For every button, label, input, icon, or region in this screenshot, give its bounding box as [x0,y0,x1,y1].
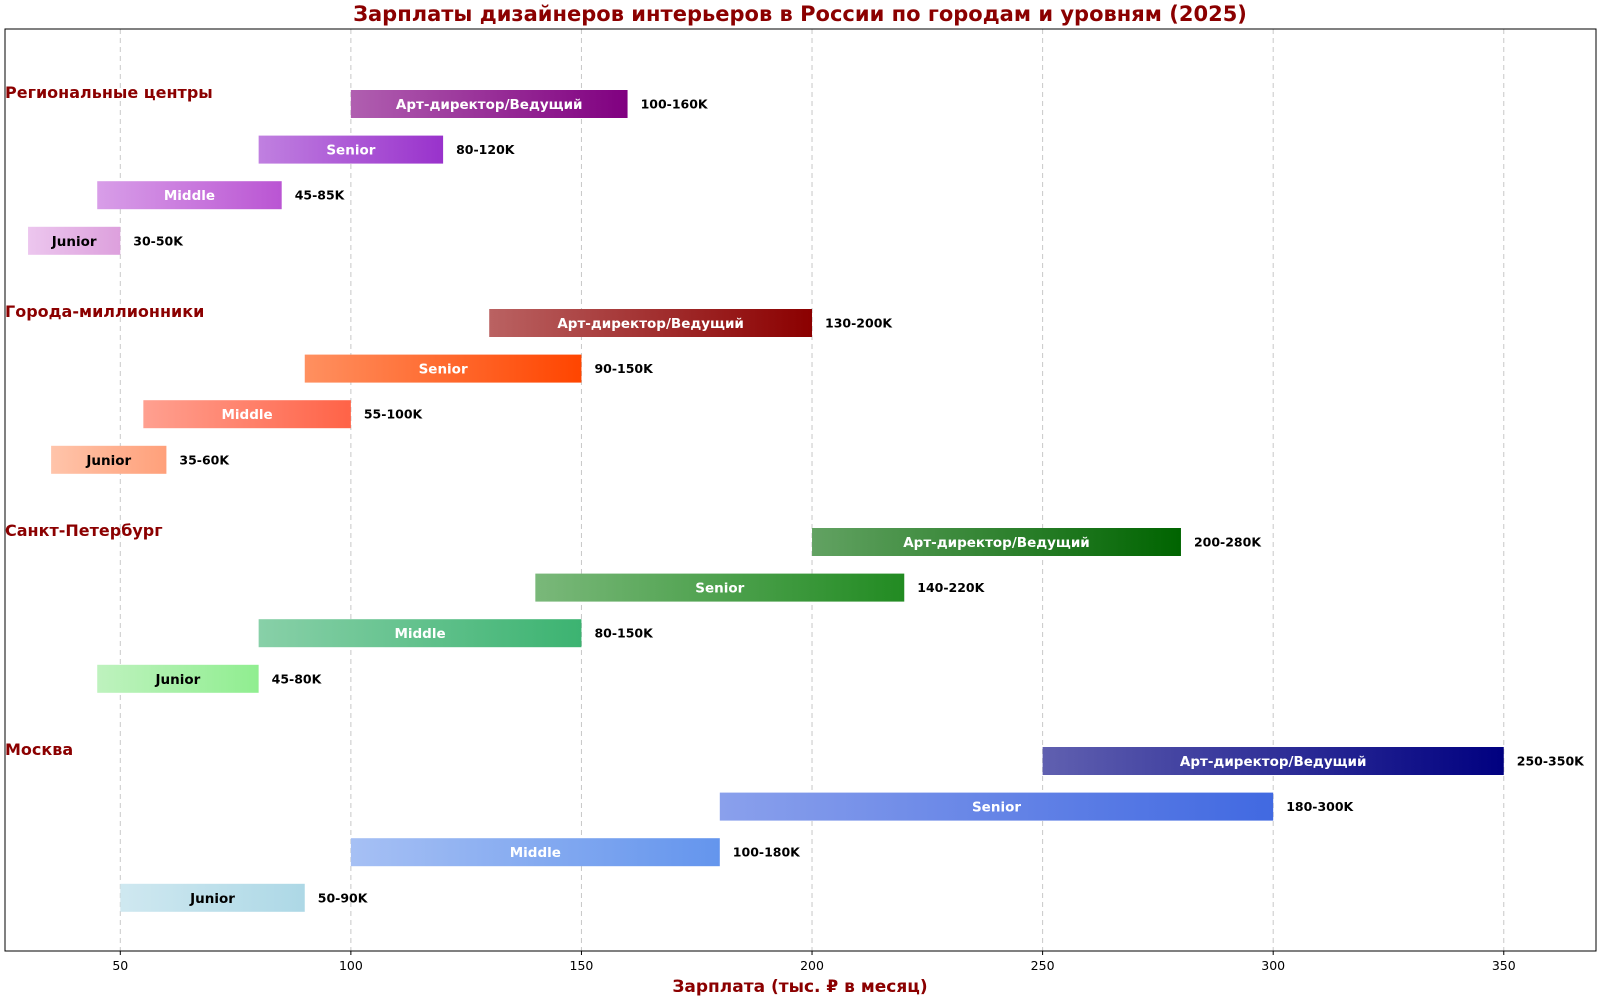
x-tick-label: 150 [570,958,594,973]
x-axis-label: Зарплата (тыс. ₽ в месяц) [672,977,927,997]
bar-level-label: Junior [155,672,201,688]
bar-value-label: 100-160K [641,97,709,112]
group-label: Города-миллионники [5,302,204,321]
grid-lines [119,29,1505,951]
group-label: Санкт-Петербург [5,521,163,540]
bar-value-label: 55-100K [364,407,424,422]
bar-level-label: Middle [510,845,561,861]
bar-level-label: Арт-директор/Ведущий [1180,754,1367,770]
bar-value-label: 80-150K [594,626,654,641]
salary-bar [51,445,167,474]
group-labels: Региональные центры Города-миллионники Сан… [5,83,213,759]
plot-frame [4,28,1597,952]
salary-bar [97,664,259,693]
bar-level-label: Junior [85,453,131,469]
bar-value-label: 30-50K [133,233,184,248]
salary-bar [1042,747,1504,775]
bar-level-label: Middle [164,188,215,204]
salary-bar [535,573,905,602]
x-tick-label: 100 [339,958,363,973]
x-tick-label: 300 [1261,958,1285,973]
salary-bar [258,135,444,164]
salary-bar [28,226,121,255]
bar-level-label: Senior [419,362,468,378]
bar-level-label: Junior [51,234,97,250]
bar-value-label: 45-80K [272,671,323,686]
salary-bar [719,792,1274,821]
bar-value-label: 80-120K [456,142,516,157]
bar-value-label: 35-60K [179,452,230,467]
x-tick-label: 200 [800,958,824,973]
bar-level-label: Senior [326,143,375,159]
salary-bar [350,838,720,867]
bar-level-label: Middle [222,407,273,423]
bar-value-label: 45-85K [295,188,346,203]
salary-bar [350,90,628,118]
bar-level-label: Арт-директор/Ведущий [396,97,583,113]
bar-value-label: 100-180K [733,845,801,860]
bar-level-label: Senior [695,581,744,597]
bar-value-label: 90-150K [594,361,654,376]
bar-level-label: Senior [972,800,1021,816]
salary-bar [489,309,813,337]
bar-level-label: Middle [394,626,445,642]
group-label: Региональные центры [5,83,213,102]
bar-level-label: Junior [189,891,235,907]
x-axis-ticks: 50 100 150 200 250 300 350 [112,951,1516,973]
chart-title: Зарплаты дизайнеров интерьеров в России … [353,2,1247,26]
salary-bar [143,400,351,429]
salary-bar [258,619,582,648]
bar-level-label: Арт-директор/Ведущий [903,535,1090,551]
bar-value-label: 200-280K [1194,535,1262,550]
bar-value-label: 50-90K [318,890,369,905]
salary-bar [304,354,582,383]
x-tick-label: 250 [1031,958,1055,973]
bar-value-label: 250-350K [1517,754,1585,769]
group-label: Москва [5,740,73,759]
x-tick-label: 350 [1492,958,1516,973]
bar-level-label: Арт-директор/Ведущий [557,316,744,332]
bar-value-label: 130-200K [825,316,893,331]
bar-value-label: 140-220K [917,580,985,595]
salary-bar [812,528,1181,556]
salary-bar [120,883,305,912]
bar-value-label: 180-300K [1286,799,1354,814]
bars-layer: Арт-директор/Ведущий 100-160K Senior 80-120… [28,90,1585,912]
x-tick-label: 50 [112,958,128,973]
salary-bar [97,181,282,210]
